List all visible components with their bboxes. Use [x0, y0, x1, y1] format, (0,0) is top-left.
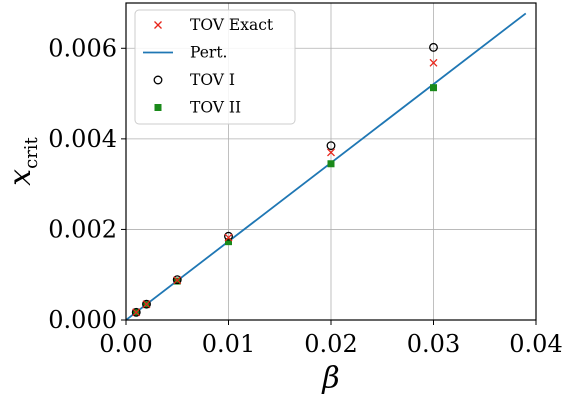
x-stroke: [224, 233, 233, 242]
data-point-tov-i: [429, 42, 438, 52]
x-stroke: [142, 300, 151, 309]
x-stroke: [154, 21, 162, 29]
x-tick-label: 0.01: [202, 330, 255, 358]
y-axis-label-main: x: [3, 169, 38, 186]
data-point-tov-exact: [429, 58, 438, 67]
legend-label-pert: Pert.: [190, 44, 227, 62]
y-tick-label: 0.006: [48, 34, 117, 62]
x-stroke: [132, 308, 141, 317]
data-point-tov-ii: [225, 238, 232, 246]
x-stroke: [173, 276, 182, 285]
ticks: 0.00 0.01 0.02 0.03 0.04 0.000 0.002 0.004 0.006: [48, 34, 562, 358]
x-stroke: [429, 58, 438, 67]
y-tick-label: 0.004: [48, 125, 117, 153]
legend-label-tov-i: TOV I: [190, 71, 235, 89]
legend-swatch-tov-ii: [154, 104, 162, 111]
data-point-tov-ii: [430, 84, 437, 92]
y-axis-label: xcrit: [3, 136, 42, 185]
data-point-tov-i: [326, 141, 336, 151]
line-series-layer: [125, 12, 527, 321]
legend-box: [134, 9, 296, 125]
data-point-tov-exact: [224, 233, 233, 242]
data-point-tov-exact: [142, 300, 151, 309]
x-axis-label: β: [321, 361, 339, 394]
legend-swatch-tov-exact: [154, 21, 162, 29]
marker-layer: [131, 42, 438, 317]
data-point-tov-i: [131, 307, 141, 317]
x-stroke: [327, 148, 335, 157]
y-tick-label: 0.000: [48, 306, 117, 334]
legend-swatch-tov-i: [153, 75, 163, 85]
data-point-tov-i: [224, 231, 233, 241]
x-tick-label: 0.03: [407, 330, 460, 358]
data-point-tov-exact: [173, 276, 182, 285]
x-tick-label: 0.00: [99, 330, 152, 358]
y-axis-label-subscript: crit: [21, 136, 42, 168]
x-tick-label: 0.04: [509, 330, 562, 358]
data-point-tov-exact: [132, 308, 141, 317]
legend-label-tov-exact: TOV Exact: [190, 16, 274, 34]
x-tick-label: 0.02: [304, 330, 357, 358]
data-point-tov-exact: [327, 148, 335, 157]
data-point-tov-i: [172, 275, 182, 285]
data-point-tov-ii: [327, 160, 335, 168]
data-point-tov-i: [142, 299, 151, 309]
legend: TOV Exact Pert. TOV I TOV II: [134, 9, 296, 125]
y-tick-label: 0.002: [48, 215, 117, 243]
series-line-pert: [125, 12, 527, 321]
legend-label-tov-ii: TOV II: [190, 99, 241, 117]
